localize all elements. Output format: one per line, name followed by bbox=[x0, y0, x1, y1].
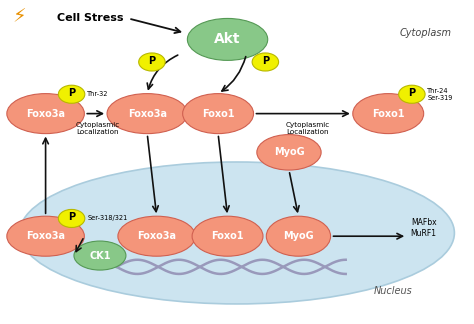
Text: Cytoplasm: Cytoplasm bbox=[400, 28, 452, 38]
Ellipse shape bbox=[7, 216, 84, 256]
Text: MyoG: MyoG bbox=[273, 147, 304, 157]
Text: Cell Stress: Cell Stress bbox=[57, 13, 124, 23]
Text: P: P bbox=[68, 213, 75, 223]
Text: P: P bbox=[262, 56, 269, 66]
Ellipse shape bbox=[107, 94, 187, 133]
Text: Ser-318/321: Ser-318/321 bbox=[87, 215, 128, 222]
Ellipse shape bbox=[187, 18, 268, 60]
Text: Foxo1: Foxo1 bbox=[211, 231, 244, 241]
Ellipse shape bbox=[353, 94, 424, 133]
Text: Cytoplasmic
Localization: Cytoplasmic Localization bbox=[75, 122, 120, 135]
Text: Foxo1: Foxo1 bbox=[202, 109, 234, 119]
Circle shape bbox=[399, 85, 425, 103]
Circle shape bbox=[58, 209, 85, 227]
Ellipse shape bbox=[266, 216, 330, 256]
Circle shape bbox=[58, 85, 85, 103]
Text: Akt: Akt bbox=[214, 32, 241, 46]
Ellipse shape bbox=[257, 134, 321, 170]
Text: Nucleus: Nucleus bbox=[374, 286, 412, 296]
Circle shape bbox=[139, 53, 165, 71]
Text: P: P bbox=[408, 88, 415, 98]
Text: P: P bbox=[148, 56, 155, 66]
Ellipse shape bbox=[19, 162, 455, 304]
Ellipse shape bbox=[7, 94, 84, 133]
Ellipse shape bbox=[182, 94, 254, 133]
Text: Foxo3a: Foxo3a bbox=[26, 109, 65, 119]
Ellipse shape bbox=[74, 241, 126, 270]
Text: Foxo1: Foxo1 bbox=[372, 109, 404, 119]
Text: P: P bbox=[68, 88, 75, 98]
Text: CK1: CK1 bbox=[89, 250, 111, 260]
Text: Foxo3a: Foxo3a bbox=[26, 231, 65, 241]
Ellipse shape bbox=[118, 216, 195, 256]
Text: Foxo3a: Foxo3a bbox=[128, 109, 167, 119]
Text: Thr-24
Ser-319: Thr-24 Ser-319 bbox=[428, 88, 453, 101]
Text: Foxo3a: Foxo3a bbox=[137, 231, 176, 241]
Text: Thr-32: Thr-32 bbox=[87, 91, 109, 97]
Text: Cytoplasmic
Localization: Cytoplasmic Localization bbox=[286, 122, 330, 135]
Text: MyoG: MyoG bbox=[283, 231, 314, 241]
Circle shape bbox=[252, 53, 279, 71]
Ellipse shape bbox=[192, 216, 263, 256]
Text: MAFbx
MuRF1: MAFbx MuRF1 bbox=[410, 218, 437, 238]
Text: ⚡: ⚡ bbox=[13, 7, 27, 26]
